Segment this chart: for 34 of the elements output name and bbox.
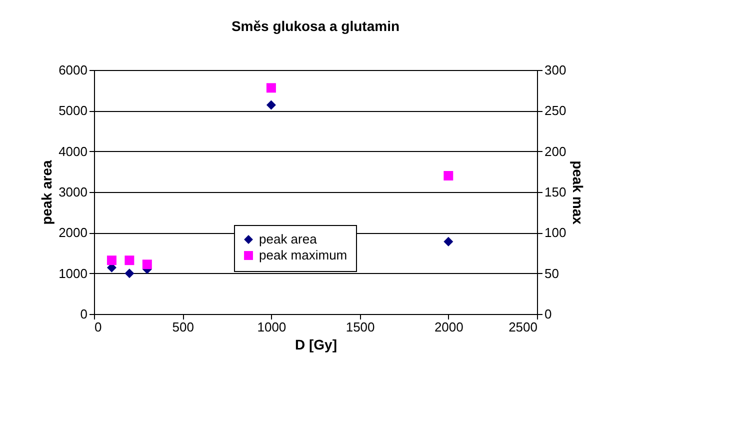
point — [124, 268, 134, 278]
y2-tick-label: 250 — [544, 103, 566, 118]
x-tick-label: 1000 — [257, 320, 286, 334]
y-tick-label: 0 — [80, 306, 88, 322]
y-tick-label: 2000 — [58, 225, 88, 240]
y-tick-label: 6000 — [58, 62, 88, 78]
y2-tick-label: 100 — [544, 225, 566, 240]
x-tick-label: 1500 — [346, 320, 375, 334]
y2-tick-label: 0 — [544, 306, 552, 322]
y2-axis-title: peak max — [570, 160, 586, 225]
chart-title: Směs glukosa a glutamin — [231, 18, 400, 34]
y2-tick-label: 50 — [544, 266, 559, 281]
point — [444, 236, 454, 246]
point — [266, 83, 276, 93]
point — [142, 260, 152, 270]
x-tick-label: 0 — [94, 320, 102, 334]
y-tick-label: 3000 — [58, 184, 88, 200]
legend-label: peak area — [259, 232, 318, 246]
point — [124, 256, 134, 266]
legend-label: peak maximum — [259, 248, 348, 262]
x-tick-label: 2000 — [434, 320, 464, 334]
x-tick-label: 500 — [172, 320, 194, 334]
y2-tick-label: 300 — [544, 62, 566, 78]
y-tick-label: 5000 — [58, 103, 88, 118]
x-tick-label: 2500 — [508, 320, 538, 334]
y2-tick-label: 150 — [544, 184, 566, 200]
y-tick-label: 4000 — [58, 144, 88, 159]
x-axis-title: D [Gy] — [295, 336, 337, 352]
point — [266, 100, 276, 110]
y-tick-label: 1000 — [58, 266, 88, 281]
point — [106, 256, 116, 266]
y-axis-title: peak area — [38, 160, 55, 225]
point — [444, 170, 454, 180]
y2-tick-label: 200 — [544, 144, 566, 159]
